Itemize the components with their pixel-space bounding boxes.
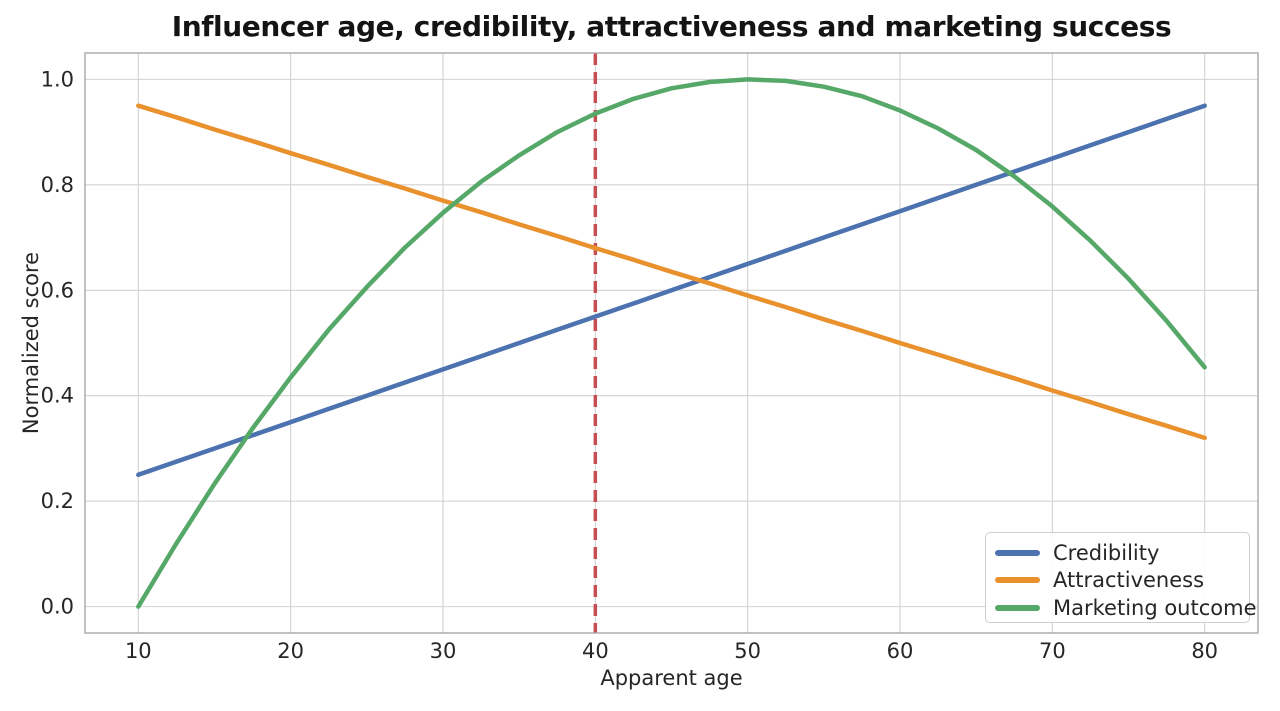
- credibility-line: [136, 103, 1207, 478]
- legend-label-marketing-outcome: Marketing outcome: [1053, 596, 1257, 621]
- x-tick-label-60: 60: [887, 639, 914, 663]
- x-tick-label-20: 20: [277, 639, 304, 663]
- x-tick-label-50: 50: [734, 639, 761, 663]
- chart-title: Influencer age, credibility, attractiven…: [171, 10, 1172, 43]
- y-tick-label-0.6: 0.6: [41, 278, 74, 302]
- legend-label-attractiveness: Attractiveness: [1053, 568, 1205, 593]
- x-tick-label-40: 40: [582, 639, 609, 663]
- attractiveness-line-swatch: [995, 577, 1040, 584]
- legend-label-credibility: Credibility: [1053, 540, 1160, 565]
- x-tick-label-80: 80: [1191, 639, 1218, 663]
- legend-item-attractiveness: Attractiveness: [995, 567, 1249, 593]
- y-tick-label-0.8: 0.8: [41, 173, 74, 197]
- legend-item-credibility: Credibility: [995, 540, 1249, 566]
- marketing-outcome-line: [136, 77, 1207, 609]
- y-tick-label-0.2: 0.2: [41, 489, 74, 513]
- y-tick-label-1.0: 1.0: [41, 67, 74, 91]
- y-axis-label: Normalized score: [19, 251, 43, 435]
- x-tick-label-10: 10: [125, 639, 152, 663]
- x-axis-label: Apparent age: [600, 666, 743, 690]
- legend-item-marketing-outcome: Marketing outcome: [995, 595, 1257, 621]
- x-tick-label-70: 70: [1039, 639, 1066, 663]
- x-tick-label-30: 30: [430, 639, 457, 663]
- plot-border: [84, 52, 1259, 634]
- legend: Credibility Attractiveness Marketing out…: [985, 532, 1257, 623]
- attractiveness-line: [136, 103, 1207, 441]
- y-tick-label-0.0: 0.0: [41, 595, 74, 619]
- credibility-line-swatch: [995, 549, 1040, 556]
- y-tick-label-0.4: 0.4: [41, 384, 74, 408]
- marketing-outcome-line-swatch: [995, 605, 1040, 612]
